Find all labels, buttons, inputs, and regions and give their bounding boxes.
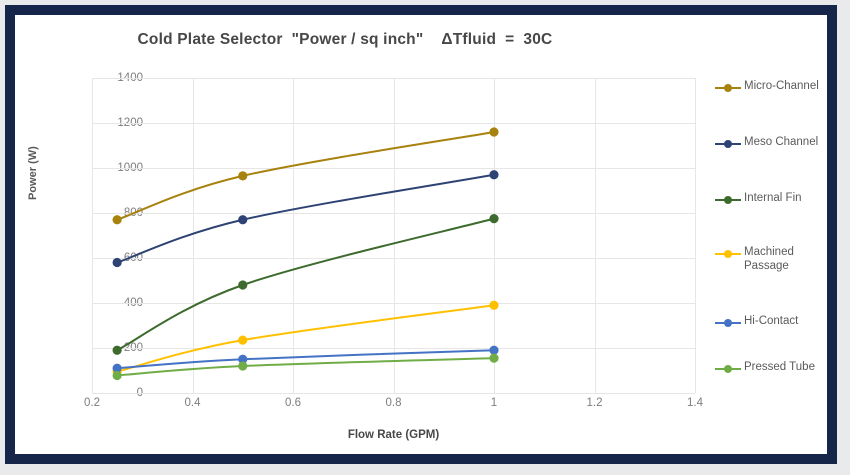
x-axis-tick-label: 0.4 [184,397,201,409]
data-point-marker [112,363,122,373]
data-point-marker [112,345,122,355]
x-axis-tick-label: 0.8 [385,397,402,409]
chart-title: Cold Plate Selector "Power / sq inch" ΔT… [137,31,553,48]
gridline-vertical [695,78,696,393]
legend-marker-icon [715,81,741,94]
series-line [116,304,495,373]
x-axis-tick-label: 0.2 [84,397,100,409]
gridline-vertical [494,78,495,393]
data-point-marker [112,257,122,268]
legend-marker-icon [715,137,741,150]
gridline-horizontal [92,393,695,394]
legend-marker-icon [715,247,741,260]
x-axis-label: Flow Rate (GPM) [347,429,440,441]
series-line [116,349,495,370]
data-point-marker [238,361,248,371]
series-line [116,357,495,377]
legend-label: Meso Channel [744,136,819,148]
legend-marker-icon [715,362,741,375]
chart-frame: Cold Plate Selector "Power / sq inch" ΔT… [5,5,837,464]
data-point-marker [489,353,499,363]
gridline-vertical [594,78,596,393]
series-machined-passage [112,300,499,377]
legend-item-meso-channel[interactable]: Meso Channel [715,136,818,150]
data-point-marker [489,170,499,180]
legend-marker-icon [715,316,741,329]
data-point-marker [238,171,248,181]
chart-canvas: Cold Plate Selector "Power / sq inch" ΔT… [15,15,827,454]
data-point-marker [238,354,248,364]
data-point-marker [112,370,122,381]
legend-label: Pressed Tube [744,361,815,373]
gridline-vertical [293,78,294,393]
plot-area [92,78,696,394]
data-point-marker [238,280,248,290]
series-pressed-tube [112,353,499,381]
legend-item-pressed-tube[interactable]: Pressed Tube [715,361,815,375]
gridline-vertical [192,78,194,393]
series-hi-contact [112,345,499,373]
x-axis-tick-label: 0.6 [285,397,301,409]
legend-item-internal-fin[interactable]: Internal Fin [715,192,802,206]
data-point-marker [112,215,122,225]
legend-label: Internal Fin [744,192,802,204]
data-point-marker [489,300,499,310]
series-micro-channel [112,127,499,225]
series-line [116,173,495,264]
gridline-vertical [92,78,93,393]
data-point-marker [238,215,248,225]
x-axis-tick-label: 1.4 [687,397,703,409]
data-point-marker [489,127,499,137]
data-series-layer [112,127,499,381]
x-axis-tick-label: 1 [490,397,498,409]
legend-label: Micro-Channel [744,80,819,92]
series-internal-fin [112,214,499,355]
data-point-marker [489,345,499,355]
series-line [116,217,495,352]
series-meso-channel [112,170,499,268]
legend-item-micro-channel[interactable]: Micro-Channel [715,80,819,94]
data-point-marker [238,335,248,345]
legend-item-machined-passage[interactable]: Machined Passage [715,246,840,273]
data-point-marker [489,214,499,224]
y-axis-label: Power (W) [27,146,39,200]
x-axis-tick-label: 1.2 [586,397,603,409]
legend-label: Machined Passage [744,246,794,272]
legend-marker-icon [715,193,741,206]
series-line [116,131,495,221]
legend-label: Hi-Contact [744,315,799,327]
gridline-vertical [393,78,395,393]
legend-item-hi-contact[interactable]: Hi-Contact [715,315,798,329]
